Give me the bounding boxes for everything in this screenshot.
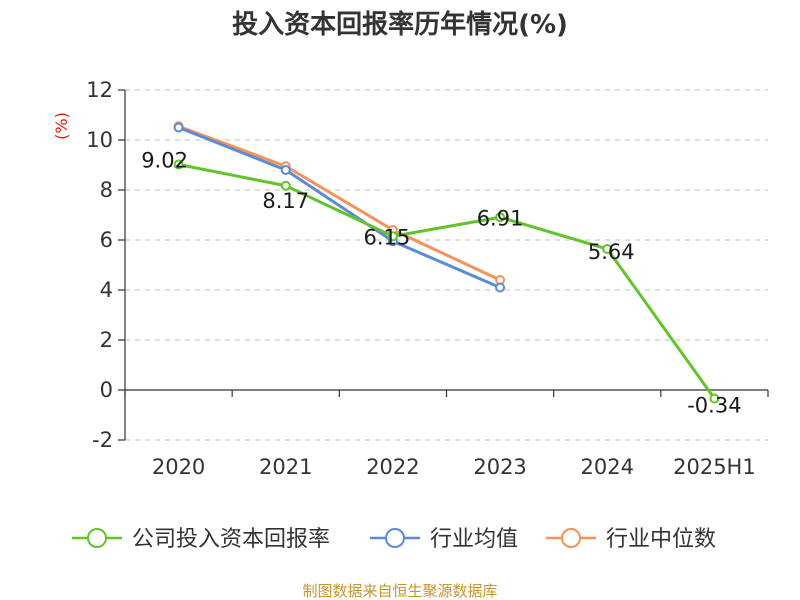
data-point — [280, 165, 291, 175]
x-tick-label: 2024 — [581, 455, 634, 479]
y-tick-label: -2 — [92, 428, 113, 452]
data-label: 6.15 — [364, 225, 411, 249]
series-line — [178, 126, 501, 289]
data-labels: 9.02 8.17 6.15 6.91 5.64 -0.34 — [141, 149, 741, 418]
data-label: 9.02 — [141, 149, 188, 173]
series-group — [173, 121, 720, 404]
y-tick-label: 4 — [100, 278, 113, 302]
legend-swatch-marker — [87, 528, 107, 548]
x-tick-label: 2022 — [366, 455, 419, 479]
data-label: 5.64 — [588, 240, 635, 264]
x-tick-label: 2025H1 — [673, 455, 756, 479]
legend-label: 行业均值 — [430, 527, 518, 552]
legend: 公司投入资本回报率 行业均值 行业中位数 — [72, 527, 716, 552]
legend-swatch-marker — [561, 528, 581, 548]
y-tick-label: 2 — [100, 328, 113, 352]
y-tick-label: 6 — [100, 228, 113, 252]
data-point — [173, 122, 184, 133]
data-point — [173, 159, 184, 170]
data-point — [602, 244, 613, 254]
data-label: -0.34 — [687, 394, 741, 418]
y-tick-label: 10 — [86, 128, 113, 152]
legend-label: 公司投入资本回报率 — [132, 527, 330, 552]
data-point — [387, 231, 398, 242]
x-tick-label: 2023 — [473, 455, 526, 479]
y-tick-label: 12 — [86, 78, 113, 102]
data-point — [280, 180, 291, 191]
source-note: 制图数据来自恒生聚源数据库 — [302, 582, 497, 600]
y-tick-label: 8 — [100, 178, 113, 202]
data-point — [709, 393, 720, 404]
legend-label: 行业中位数 — [606, 527, 716, 552]
x-tick-label: 2020 — [152, 455, 205, 479]
y-tick-label: 0 — [100, 378, 113, 402]
data-point — [495, 212, 506, 223]
y-axis-label: (%) — [52, 112, 71, 140]
data-label: 8.17 — [262, 189, 309, 213]
x-tick-label: 2021 — [259, 455, 312, 479]
data-point — [495, 282, 506, 293]
series-line — [178, 124, 501, 282]
series-line — [178, 163, 716, 400]
chart-title: 投入资本回报率历年情况(%) — [232, 9, 568, 40]
axes: -2 0 2 4 6 8 10 12 2020 2021 2022 2023 2024 2025H1 — [86, 78, 769, 479]
grid-lines — [125, 89, 768, 441]
legend-swatch-marker — [385, 528, 405, 548]
data-label: 6.91 — [477, 206, 524, 230]
